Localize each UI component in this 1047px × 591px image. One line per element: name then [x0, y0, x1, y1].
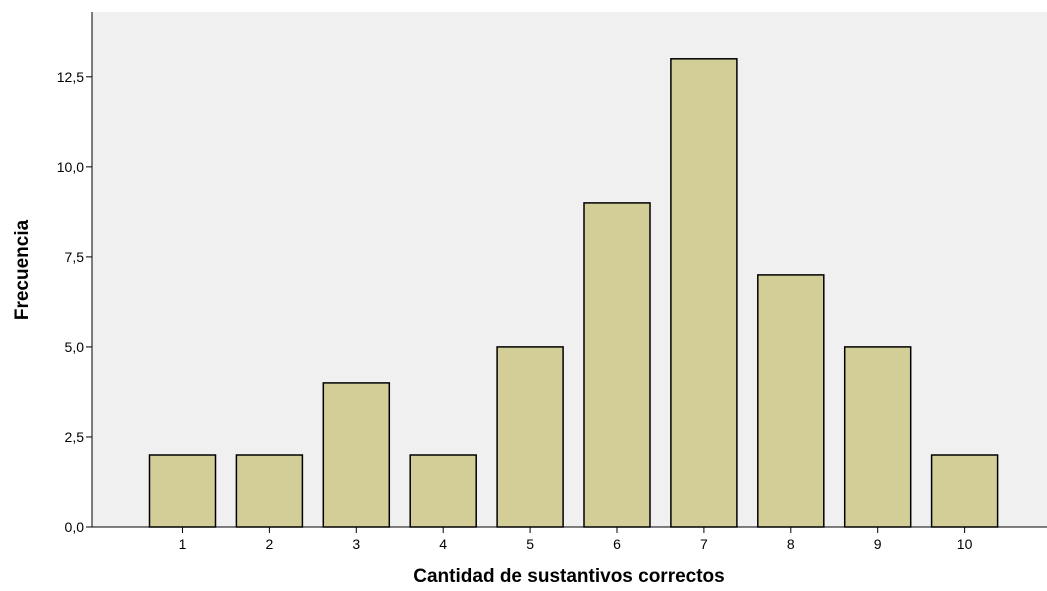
bar-8 [757, 274, 825, 528]
x-axis: 1 2 3 4 5 6 7 8 9 10 [92, 526, 1047, 552]
x-tick-label: 8 [787, 536, 795, 552]
bar-10 [930, 454, 999, 528]
x-tick-label: 1 [179, 536, 187, 552]
bar-1 [148, 454, 217, 528]
bar-2 [235, 454, 304, 528]
y-tick-label: 5,0 [65, 339, 85, 355]
y-tick-label: 7,5 [65, 249, 85, 265]
x-tick-label: 4 [439, 536, 447, 552]
x-tick-label: 10 [957, 536, 973, 552]
x-tick-label: 3 [352, 536, 360, 552]
y-tick-label: 0,0 [65, 519, 85, 535]
bar-9 [843, 346, 912, 528]
x-tick-label: 7 [700, 536, 708, 552]
bar-6 [583, 202, 651, 528]
y-tick-label: 2,5 [65, 429, 85, 445]
y-axis-title: Frecuencia [12, 219, 33, 320]
bar-5 [496, 346, 564, 528]
x-tick-label: 2 [266, 536, 274, 552]
bar-3 [322, 382, 391, 528]
x-axis-title: Cantidad de sustantivos correctos [413, 566, 724, 586]
x-tick-label: 9 [874, 536, 882, 552]
y-tick-label: 10,0 [57, 159, 84, 175]
y-tick-label: 12,5 [57, 69, 84, 85]
x-tick-label: 6 [613, 536, 621, 552]
x-tick-label: 5 [526, 536, 534, 552]
bar-4 [409, 454, 477, 528]
bars-group [148, 58, 999, 528]
y-axis: 0,0 2,5 5,0 7,5 10,0 12,5 [57, 12, 93, 535]
bar-7 [670, 58, 738, 528]
